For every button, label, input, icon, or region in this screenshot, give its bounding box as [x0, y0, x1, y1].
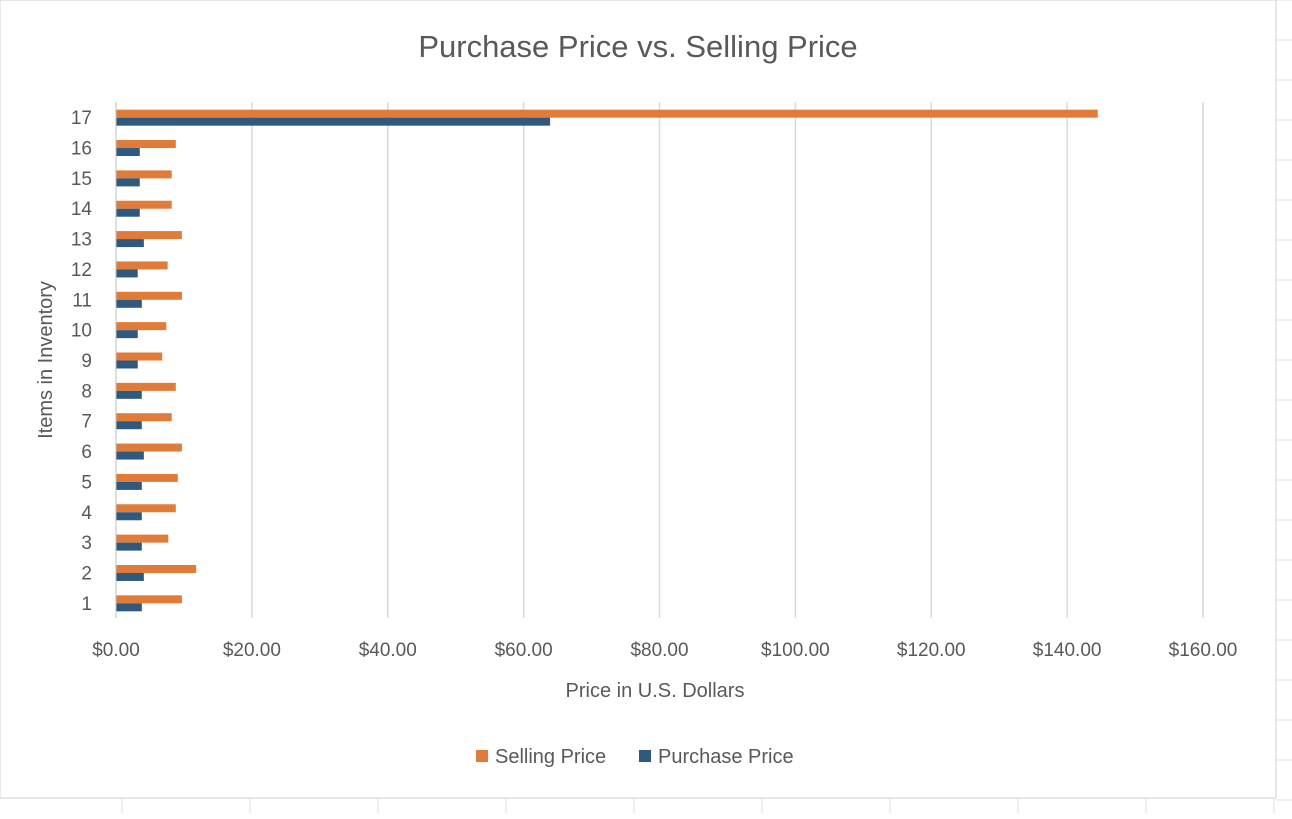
bar-purchase-price	[116, 512, 142, 521]
bar-selling-price	[116, 261, 168, 270]
bar-purchase-price	[116, 239, 144, 248]
bar-purchase-price	[116, 299, 142, 308]
bar-selling-price	[116, 231, 182, 240]
bar-selling-price	[116, 200, 172, 209]
bar-selling-price	[116, 382, 176, 391]
gridlines	[251, 102, 1204, 618]
bar-selling-price	[116, 473, 178, 482]
y-axis-title: Items in Inventory	[35, 281, 57, 439]
y-tick-label: 1	[81, 594, 92, 615]
legend: Selling Price Purchase Price	[476, 746, 794, 768]
y-tick-label: 11	[72, 290, 92, 311]
y-tick-label: 15	[71, 169, 92, 190]
bar-purchase-price	[116, 451, 144, 460]
y-tick-label: 8	[81, 381, 92, 402]
bar-purchase-price	[116, 390, 142, 399]
x-tick-label: $0.00	[92, 640, 140, 661]
bar-selling-price	[116, 140, 176, 149]
bar-purchase-price	[116, 330, 138, 339]
x-axis-tick-labels: $0.00 $20.00 $40.00 $60.00 $80.00 $100.00 $120…	[92, 640, 1237, 661]
chart-title: Purchase Price vs. Selling Price	[418, 29, 857, 64]
y-tick-label: 9	[81, 351, 92, 372]
bar-purchase-price	[116, 178, 140, 187]
bar-purchase-price	[116, 481, 142, 490]
bar-selling-price	[116, 595, 182, 604]
bar-purchase-price	[116, 542, 142, 551]
bar-purchase-price	[116, 421, 142, 430]
bar-purchase-price	[116, 208, 140, 217]
y-tick-label: 3	[81, 533, 92, 554]
bar-selling-price	[116, 322, 167, 331]
x-tick-label: $140.00	[1033, 640, 1102, 661]
bar-purchase-price	[116, 117, 551, 126]
x-axis-title: Price in U.S. Dollars	[566, 680, 745, 702]
bar-selling-price	[116, 504, 176, 513]
y-tick-label: 4	[81, 503, 92, 524]
bar-purchase-price	[116, 572, 144, 581]
bar-selling-price	[116, 534, 169, 543]
bar-selling-price	[116, 564, 197, 573]
y-tick-label: 10	[71, 321, 92, 342]
y-tick-label: 13	[71, 230, 92, 251]
legend-swatch-selling-price	[476, 750, 488, 762]
x-tick-label: $120.00	[897, 640, 966, 661]
bar-selling-price	[116, 170, 172, 179]
y-tick-label: 14	[71, 199, 93, 220]
x-tick-label: $160.00	[1169, 640, 1238, 661]
y-tick-label: 17	[71, 108, 92, 129]
bar-purchase-price	[116, 360, 138, 369]
x-tick-label: $20.00	[223, 640, 281, 661]
bars	[116, 109, 1098, 612]
x-tick-label: $40.00	[359, 640, 417, 661]
x-tick-label: $60.00	[495, 640, 553, 661]
sheet-gridlines	[121, 0, 1292, 814]
y-tick-label: 12	[71, 260, 92, 281]
legend-label-selling-price: Selling Price	[495, 746, 606, 768]
bar-selling-price	[116, 443, 182, 452]
x-tick-label: $100.00	[761, 640, 830, 661]
legend-label-purchase-price: Purchase Price	[658, 746, 794, 768]
y-tick-label: 7	[81, 412, 92, 433]
x-tick-label: $80.00	[630, 640, 688, 661]
bar-selling-price	[116, 352, 163, 361]
chart-frame[interactable]	[0, 0, 1277, 799]
bar-purchase-price	[116, 148, 140, 157]
bar-selling-price	[116, 109, 1098, 118]
bar-purchase-price	[116, 603, 142, 612]
bar-purchase-price	[116, 269, 138, 278]
bar-selling-price	[116, 413, 172, 422]
y-tick-label: 2	[81, 563, 92, 584]
y-tick-label: 5	[81, 472, 92, 493]
bar-selling-price	[116, 291, 182, 300]
y-tick-label: 6	[81, 442, 92, 463]
legend-swatch-purchase-price	[639, 750, 651, 762]
y-tick-label: 16	[71, 139, 92, 160]
